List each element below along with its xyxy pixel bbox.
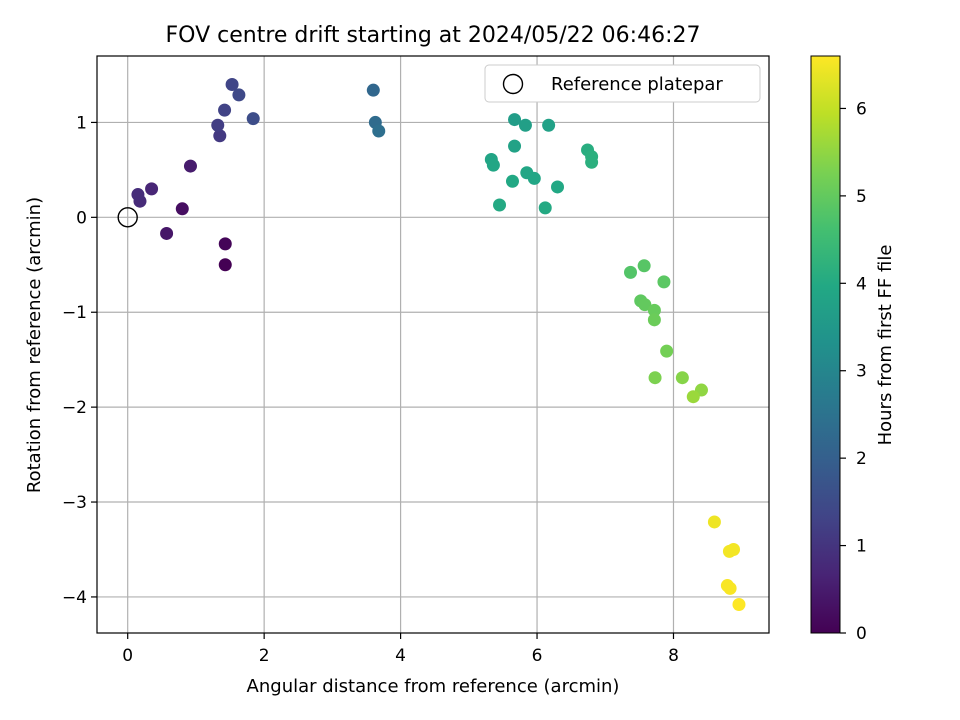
chart-title: FOV centre drift starting at 2024/05/22 … (166, 23, 701, 48)
data-point (538, 201, 552, 215)
data-point (657, 275, 671, 289)
grid-lines (97, 56, 769, 633)
data-point (145, 182, 159, 196)
data-point (647, 313, 661, 327)
x-tick-label: 6 (532, 646, 543, 666)
x-tick-label: 4 (395, 646, 406, 666)
y-tick-label: 0 (76, 208, 87, 228)
data-point (213, 129, 227, 143)
data-point (505, 174, 519, 188)
data-point (486, 158, 500, 172)
colorbar-tick-label: 5 (856, 187, 867, 207)
data-point (585, 155, 599, 169)
data-point (218, 258, 232, 272)
colorbar-gradient (810, 55, 841, 634)
legend-box (484, 64, 761, 103)
data-point (648, 371, 662, 385)
data-point (722, 544, 736, 558)
data-point (183, 159, 197, 173)
legend-entry-label: Reference platepar (551, 74, 723, 95)
colorbar-tick-label: 6 (856, 99, 867, 119)
legend-marker (502, 73, 524, 95)
legend: Reference platepar (484, 64, 761, 103)
data-point (527, 171, 541, 185)
y-tick-label: −4 (62, 588, 87, 608)
data-point (508, 139, 522, 153)
data-point (246, 112, 260, 126)
x-tick-label: 8 (668, 646, 679, 666)
colorbar-tick-label: 3 (856, 362, 867, 382)
data-point (493, 198, 507, 212)
data-point (366, 83, 380, 97)
data-point (675, 371, 689, 385)
data-point (225, 77, 239, 91)
data-point (518, 118, 532, 132)
colorbar-tick-label: 2 (856, 449, 867, 469)
data-point (732, 598, 746, 612)
data-point (638, 298, 652, 312)
x-tick-label: 2 (259, 646, 270, 666)
y-tick-label: 1 (76, 113, 87, 133)
data-point (232, 88, 246, 102)
x-axis-ticks: 0 2 4 6 8 (122, 633, 679, 666)
data-point (211, 118, 225, 132)
colorbar-tick-label: 0 (856, 624, 867, 644)
data-point (624, 265, 638, 279)
reference-marker-group (117, 207, 138, 228)
data-point (551, 180, 565, 194)
y-tick-label: −3 (62, 493, 87, 513)
x-axis-label: Angular distance from reference (arcmin) (247, 676, 620, 697)
data-point (218, 103, 232, 117)
data-point (372, 124, 386, 138)
x-tick-label: 0 (122, 646, 133, 666)
data-point (160, 226, 174, 240)
data-point (647, 303, 661, 317)
data-point (686, 390, 700, 404)
data-point (723, 581, 737, 595)
data-point (637, 259, 651, 273)
y-tick-label: −2 (62, 398, 87, 418)
y-tick-label: −1 (62, 303, 87, 323)
data-point (542, 118, 556, 132)
data-point (508, 113, 522, 127)
plot-background (97, 56, 769, 633)
colorbar-ticks: 0 1 2 3 4 5 6 (840, 99, 867, 644)
colorbar-tick-label: 4 (856, 274, 867, 294)
reference-marker (117, 207, 138, 228)
y-axis-ticks: −4 −3 −2 −1 0 1 (62, 113, 97, 608)
plot-frame (96, 55, 770, 634)
data-points (131, 77, 746, 612)
data-point (660, 344, 674, 358)
data-point (131, 188, 145, 202)
data-point (175, 202, 189, 216)
colorbar: 0 1 2 3 4 5 6 Hours from first FF file (810, 55, 896, 644)
data-point (707, 515, 721, 529)
y-axis-label: Rotation from reference (arcmin) (24, 197, 45, 493)
data-point (218, 237, 232, 251)
colorbar-label: Hours from first FF file (875, 245, 896, 446)
colorbar-tick-label: 1 (856, 537, 867, 557)
